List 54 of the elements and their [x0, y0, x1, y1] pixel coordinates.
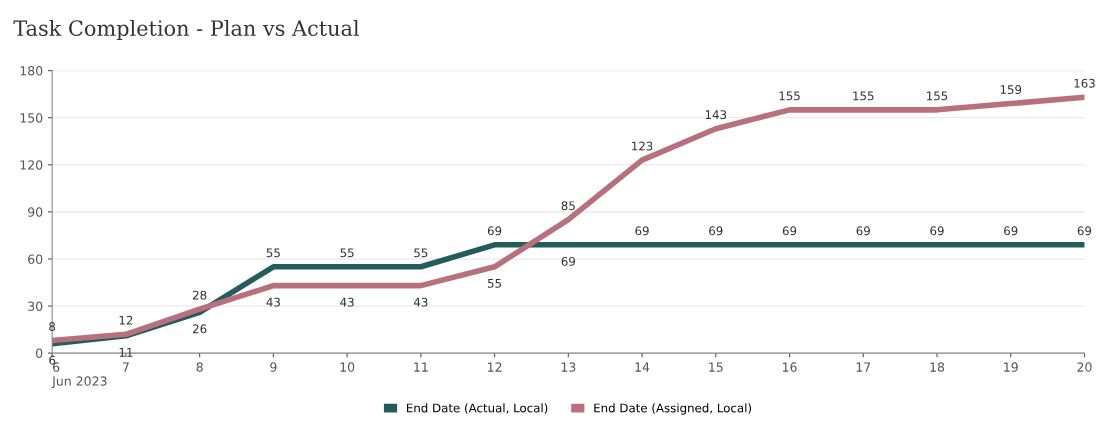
legend-label: End Date (Assigned, Local) [594, 403, 752, 415]
data-label: 69 [930, 226, 944, 236]
x-tick-label: 14 [635, 362, 650, 372]
x-tick-label: 13 [561, 362, 576, 372]
y-tick-label: 180 [20, 66, 43, 76]
data-label: 69 [856, 226, 870, 236]
data-label: 43 [266, 297, 280, 307]
data-label: 69 [709, 226, 723, 236]
data-label: 55 [487, 279, 502, 288]
data-label: 69 [635, 226, 649, 236]
data-label: 55 [340, 248, 354, 258]
x-tick-label: 12 [488, 362, 502, 372]
x-tick-label: 16 [782, 362, 797, 372]
data-label: 85 [561, 201, 575, 211]
x-tick-label: 8 [196, 362, 203, 372]
x-tick-label: 17 [856, 362, 871, 372]
data-label: 123 [632, 141, 653, 151]
data-label: 6 [49, 355, 56, 365]
x-tick-label: 9 [270, 362, 277, 372]
y-tick-label: 120 [20, 160, 43, 170]
data-label: 69 [782, 226, 797, 236]
data-label: 43 [413, 297, 428, 307]
data-label: 159 [1000, 85, 1022, 95]
data-label: 28 [193, 290, 207, 300]
data-label: 55 [414, 248, 428, 258]
data-label: 8 [49, 322, 56, 331]
x-tick-label: 18 [930, 362, 945, 372]
data-label: 26 [193, 324, 207, 334]
data-label: 155 [853, 91, 874, 101]
data-label: 155 [927, 91, 948, 101]
data-label: 69 [1004, 226, 1018, 236]
legend-label: End Date (Actual, Local) [407, 403, 548, 414]
data-label: 69 [1077, 226, 1092, 236]
chart-title: Task Completion - Plan vs Actual [13, 19, 359, 41]
data-label: 143 [705, 110, 727, 120]
data-label: 12 [119, 315, 133, 325]
y-tick-label: 60 [28, 254, 43, 264]
data-label: 11 [119, 348, 133, 357]
y-tick-label: 90 [28, 207, 43, 217]
y-tick-label: 30 [28, 301, 43, 311]
data-label: 155 [779, 91, 800, 101]
x-tick-label: 19 [1004, 362, 1018, 372]
x-tick-label: 15 [709, 362, 723, 372]
x-tick-label: 11 [414, 362, 428, 372]
data-label: 163 [1074, 78, 1095, 88]
y-tick-label: 0 [36, 348, 43, 359]
y-tick-label: 150 [20, 113, 43, 123]
data-label: 43 [340, 297, 354, 307]
x-tick-label: 20 [1077, 362, 1092, 372]
data-label: 69 [561, 256, 575, 266]
data-label: 55 [266, 248, 280, 258]
x-tick-label: 7 [122, 362, 129, 372]
data-label: 69 [487, 226, 502, 236]
x-tick-label: 10 [340, 362, 355, 372]
